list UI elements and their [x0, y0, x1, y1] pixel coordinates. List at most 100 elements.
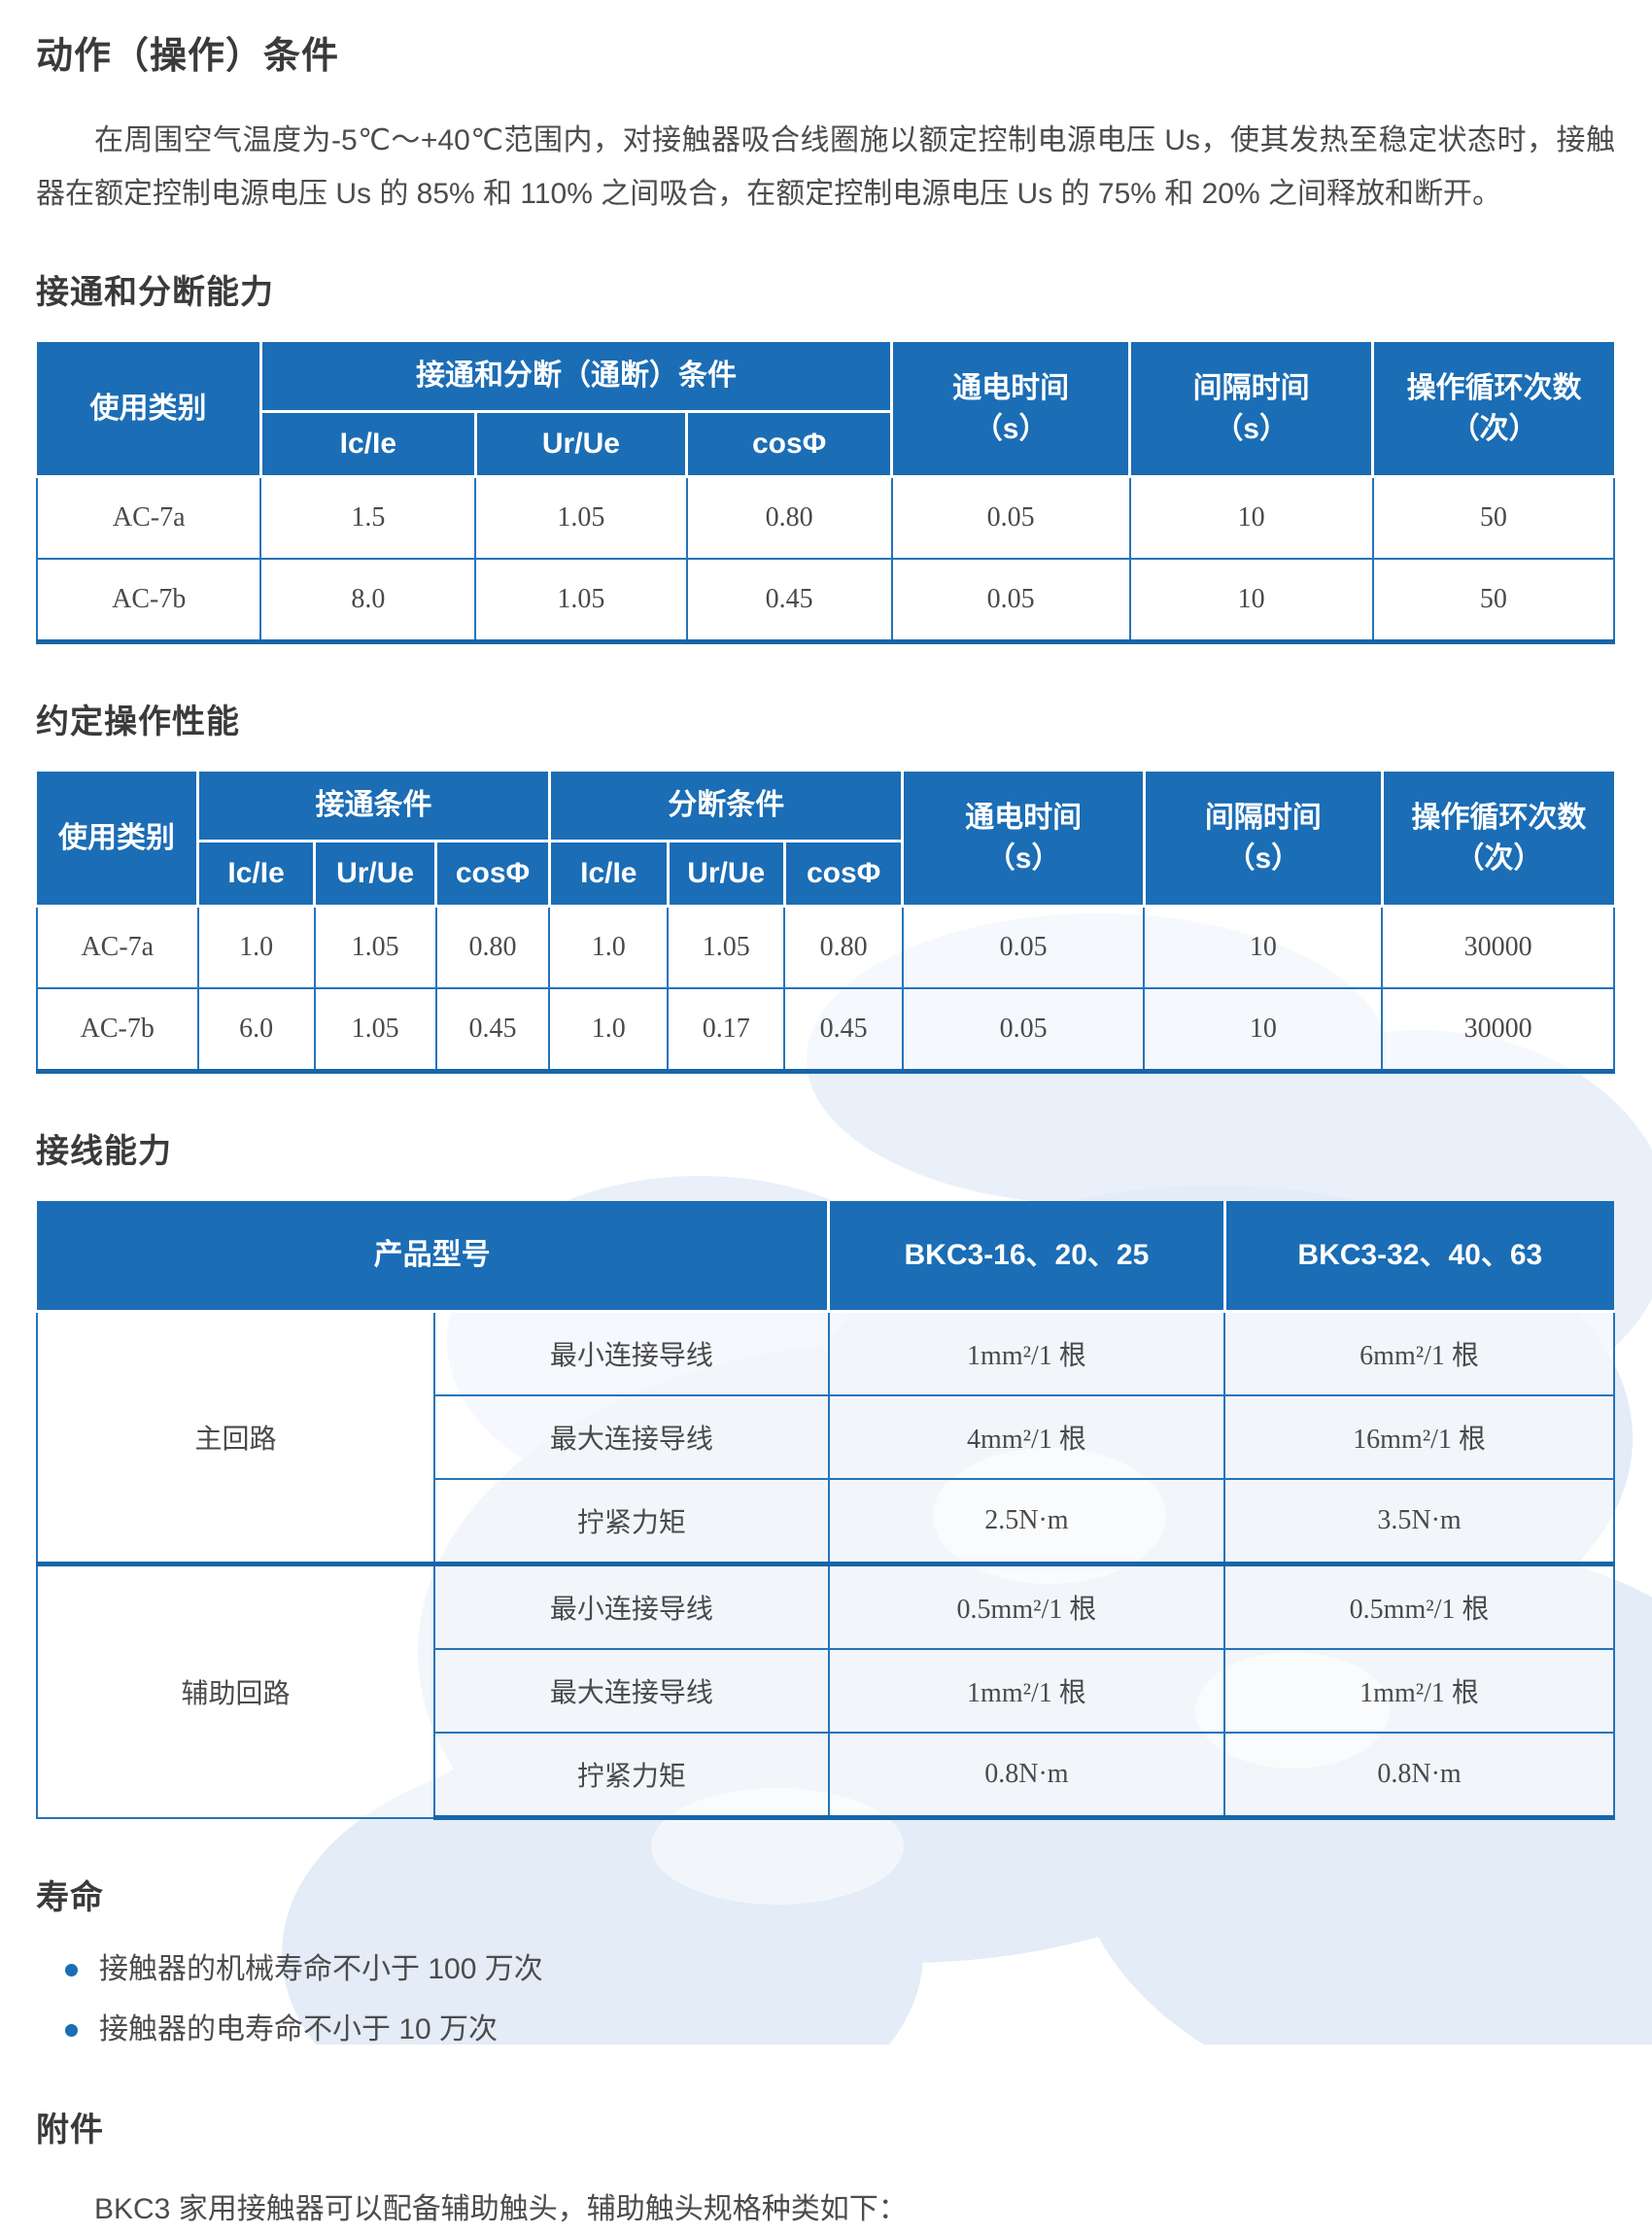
table-cell: 0.05 [901, 906, 1146, 989]
table-cell: 30000 [1381, 987, 1615, 1074]
sub-header-cos-phi: cosΦ [685, 410, 894, 478]
col-header-make-conditions: 接通条件 [196, 772, 551, 842]
col-header-model-bkc3-32-40-63: BKC3-32、40、63 [1222, 1201, 1614, 1313]
table-cell: 1.0 [548, 987, 670, 1074]
table-cell: 1.0 [196, 906, 316, 989]
table-cell: 30000 [1381, 906, 1615, 989]
sub-header-ur-ue: Ur/Ue [313, 840, 438, 908]
table-row: AC-7b 8.0 1.05 0.45 0.05 10 50 [35, 558, 1616, 644]
col-header-use-category: 使用类别 [37, 772, 200, 908]
col-header-operating-cycles: 操作循环次数 （次） [1380, 772, 1614, 908]
table-cell: 最小连接导线 [432, 1311, 830, 1396]
table-cell: 0.05 [901, 987, 1146, 1074]
table-cell: 2.5N·m [827, 1478, 1226, 1565]
table-cell: 1.05 [474, 476, 688, 560]
table-cell: AC-7b [36, 987, 199, 1074]
table-cell: 6mm²/1 根 [1223, 1311, 1615, 1396]
col-header-interval-time: 间隔时间 （s） [1128, 342, 1375, 478]
table-cell: 最大连接导线 [432, 1648, 830, 1734]
table-cell: 8.0 [259, 558, 477, 644]
section-heading-wiring-capacity: 接线能力 [36, 1133, 172, 1170]
table-cell: 0.45 [783, 987, 904, 1074]
row-group-auxiliary-circuit: 辅助回路 [36, 1562, 435, 1819]
list-item-text: 接触器的机械寿命不小于 100 万次 [99, 1953, 543, 1985]
col-header-break-conditions: 分断条件 [547, 772, 905, 842]
col-header-on-time: 通电时间 （s） [901, 772, 1146, 908]
table-row: 辅助回路 最小连接导线 0.5mm²/1 根 0.5mm²/1 根 [36, 1562, 1615, 1819]
table-cell: 最小连接导线 [432, 1562, 830, 1650]
bullet-icon [65, 1963, 78, 1976]
intro-paragraph: 在周围空气温度为-5℃～+40℃范围内，对接触器吸合线圈施以额定控制电源电压 U… [36, 124, 1615, 210]
section-heading-accessory: 附件 [36, 2112, 104, 2148]
table-cell: 16mm²/1 根 [1223, 1394, 1615, 1480]
table-cell: 50 [1371, 558, 1616, 644]
table-cell: 1mm²/1 根 [827, 1311, 1226, 1396]
accessory-paragraph: BKC3 家用接触器可以配备辅助触头，辅助触头规格种类如下： [94, 2193, 908, 2225]
bullet-icon [65, 2023, 78, 2037]
table-cell: 3.5N·m [1223, 1478, 1615, 1565]
table-cell: 1.05 [474, 558, 688, 644]
list-item: 接触器的电寿命不小于 10 万次 [36, 2008, 1615, 2052]
col-header-make-break-conditions: 接通和分断（通断）条件 [258, 342, 894, 413]
table-cell: 最大连接导线 [432, 1394, 830, 1480]
col-header-interval-time: 间隔时间 （s） [1142, 772, 1384, 908]
table-cell: 0.80 [434, 906, 551, 989]
table-cell: 6.0 [196, 987, 316, 1074]
table-cell: 0.05 [890, 558, 1131, 644]
table-cell: 0.45 [685, 558, 893, 644]
section-heading-make-break-capacity: 接通和分断能力 [36, 274, 274, 311]
table-cell: 10 [1128, 476, 1374, 560]
make-break-capacity-table: 使用类别 接通和分断（通断）条件 通电时间 （s） 间隔时间 （s） 操作循环次… [35, 342, 1616, 644]
sub-header-cos-phi: cosΦ [782, 840, 905, 908]
table-cell: 1.05 [313, 987, 437, 1074]
table-cell: AC-7a [36, 906, 199, 989]
table-cell: 1.05 [667, 906, 786, 989]
table-cell: 0.80 [685, 476, 893, 560]
table-cell: 10 [1128, 558, 1374, 644]
table-cell: 0.8N·m [1223, 1732, 1615, 1820]
table-cell: 0.5mm²/1 根 [827, 1562, 1226, 1650]
section-heading-conventional-performance: 约定操作性能 [36, 704, 240, 740]
table-cell: 拧紧力矩 [432, 1478, 830, 1565]
table-cell: 0.80 [783, 906, 904, 989]
sub-header-ic-ie: Ic/Ie [196, 840, 317, 908]
table-cell: 0.5mm²/1 根 [1223, 1562, 1615, 1650]
life-list: 接触器的机械寿命不小于 100 万次 接触器的电寿命不小于 10 万次 [36, 1947, 1615, 2052]
col-header-on-time: 通电时间 （s） [890, 342, 1132, 478]
table-cell: 1.0 [548, 906, 670, 989]
col-header-use-category: 使用类别 [37, 342, 262, 478]
table-cell: 1.5 [259, 476, 477, 560]
table-cell: 1.05 [313, 906, 437, 989]
section-heading-life: 寿命 [36, 1879, 104, 1916]
col-header-model-bkc3-16-20-25: BKC3-16、20、25 [827, 1201, 1226, 1313]
table-cell: AC-7b [35, 558, 262, 644]
sub-header-cos-phi: cosΦ [434, 840, 551, 908]
row-group-main-circuit: 主回路 [36, 1311, 435, 1565]
col-header-operating-cycles: 操作循环次数 （次） [1371, 342, 1614, 478]
table-cell: 1mm²/1 根 [827, 1648, 1226, 1734]
table-cell: AC-7a [35, 476, 262, 560]
wiring-capacity-table: 产品型号 BKC3-16、20、25 BKC3-32、40、63 主回路 最小连… [36, 1201, 1615, 1820]
table-cell: 0.8N·m [827, 1732, 1226, 1820]
sub-header-ic-ie: Ic/Ie [258, 410, 477, 478]
table-cell: 0.05 [890, 476, 1131, 560]
table-row: AC-7a 1.5 1.05 0.80 0.05 10 50 [35, 476, 1616, 560]
list-item-text: 接触器的电寿命不小于 10 万次 [99, 2013, 499, 2045]
table-row: 主回路 最小连接导线 1mm²/1 根 6mm²/1 根 [36, 1311, 1615, 1565]
table-cell: 4mm²/1 根 [827, 1394, 1226, 1480]
table-cell: 0.45 [434, 987, 551, 1074]
table-cell: 50 [1371, 476, 1616, 560]
table-row: AC-7a 1.0 1.05 0.80 1.0 1.05 0.80 0.05 1… [36, 906, 1615, 989]
table-cell: 10 [1143, 906, 1384, 989]
table-cell: 1mm²/1 根 [1223, 1648, 1615, 1734]
table-cell: 拧紧力矩 [432, 1732, 830, 1820]
sub-header-ic-ie: Ic/Ie [547, 840, 670, 908]
table-cell: 0.17 [667, 987, 786, 1074]
table-row: AC-7b 6.0 1.05 0.45 1.0 0.17 0.45 0.05 1… [36, 987, 1615, 1074]
col-header-product-model: 产品型号 [37, 1201, 831, 1313]
conventional-performance-table: 使用类别 接通条件 分断条件 通电时间 （s） 间隔时间 （s） 操作循环次数 … [36, 772, 1615, 1074]
sub-header-ur-ue: Ur/Ue [666, 840, 786, 908]
table-cell: 10 [1143, 987, 1384, 1074]
page-title: 动作（操作）条件 [36, 36, 340, 77]
